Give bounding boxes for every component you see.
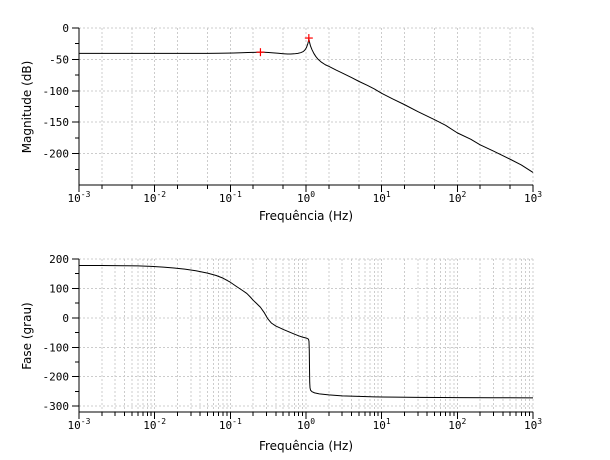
phase-tick-labels: 10-3 10-2 10-1 100 101 102 103 200 100 0 -100 -200 -…: [43, 253, 543, 432]
svg-text:200: 200: [49, 253, 69, 266]
phase-axes: [72, 258, 534, 419]
svg-text:101: 101: [373, 190, 391, 205]
phase-curve: [79, 264, 534, 399]
svg-text:100: 100: [297, 190, 315, 205]
svg-text:100: 100: [297, 417, 315, 432]
svg-text:100: 100: [49, 282, 69, 295]
svg-text:10-3: 10-3: [68, 417, 91, 432]
magnitude-axes: [72, 27, 534, 192]
svg-text:-150: -150: [43, 116, 70, 129]
svg-text:10-2: 10-2: [143, 417, 166, 432]
magnitude-plot: 10-3 10-2 10-1 100 101 102 103 0 -50 -100 -150 -200: [43, 22, 543, 205]
svg-text:101: 101: [373, 417, 391, 432]
svg-text:102: 102: [448, 190, 466, 205]
svg-text:-100: -100: [43, 341, 70, 354]
svg-text:-300: -300: [43, 400, 70, 413]
svg-text:-200: -200: [43, 371, 70, 384]
phase-grid: [79, 258, 534, 412]
phase-x-axis-label: Frequência (Hz): [258, 439, 354, 453]
magnitude-y-axis-label: Magnitude (dB): [20, 60, 34, 154]
svg-text:10-1: 10-1: [219, 190, 242, 205]
svg-text:10-1: 10-1: [219, 417, 242, 432]
svg-text:-200: -200: [43, 148, 70, 161]
svg-text:102: 102: [448, 417, 466, 432]
phase-y-axis-label: Fase (grau): [20, 302, 34, 370]
magnitude-x-axis-label: Frequência (Hz): [258, 209, 354, 223]
svg-text:0: 0: [62, 312, 69, 325]
svg-text:103: 103: [524, 190, 542, 205]
svg-text:10-2: 10-2: [143, 190, 166, 205]
magnitude-tick-labels: 10-3 10-2 10-1 100 101 102 103 0 -50 -100 -150 -200: [43, 22, 543, 205]
svg-text:-100: -100: [43, 85, 70, 98]
magnitude-resonance-markers: [256, 34, 313, 57]
phase-plot: 10-3 10-2 10-1 100 101 102 103 200 100 0 -100 -200 -…: [43, 253, 543, 432]
svg-text:103: 103: [524, 417, 542, 432]
svg-text:10-3: 10-3: [68, 190, 91, 205]
svg-text:0: 0: [62, 22, 69, 35]
magnitude-grid: [79, 27, 534, 185]
svg-text:-50: -50: [49, 53, 69, 66]
